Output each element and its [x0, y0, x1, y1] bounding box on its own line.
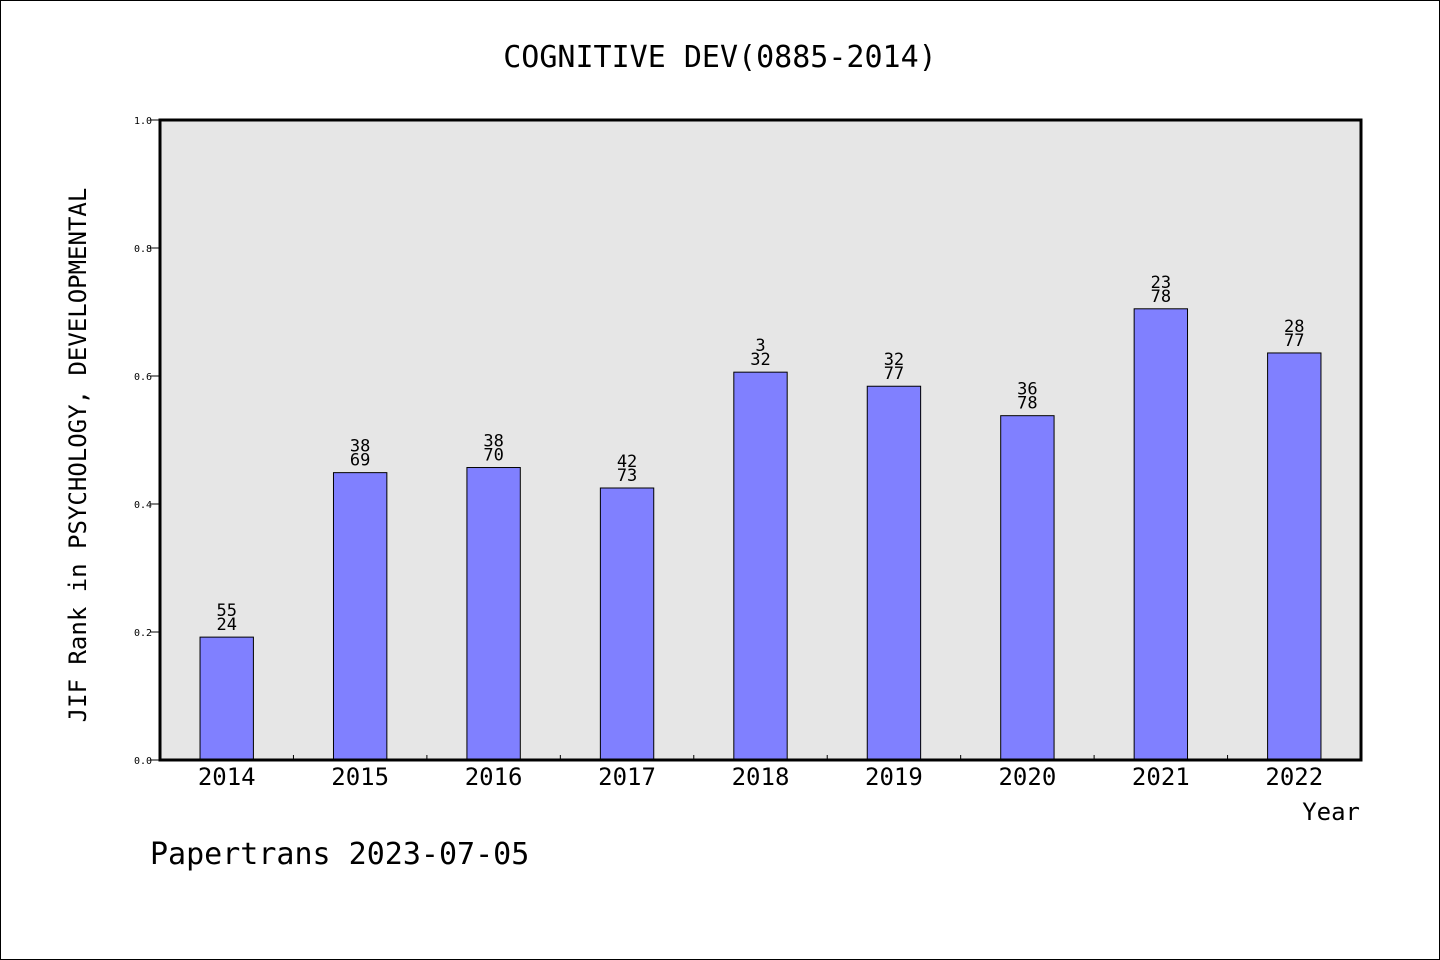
bar-label-total: 70	[483, 446, 503, 466]
bar-label-total: 73	[617, 466, 637, 486]
y-axis-label: JIF Rank in PSYCHOLOGY, DEVELOPMENTAL	[64, 188, 92, 723]
plot-border	[158, 118, 1363, 762]
bar-label-rank: 55	[216, 601, 236, 621]
x-tick-label: 2015	[331, 763, 389, 791]
y-tick-label: 0.6	[134, 372, 152, 383]
chart-title: COGNITIVE DEV(0885-2014)	[503, 40, 936, 75]
x-tick-label: 2016	[465, 763, 523, 791]
bar-label-rank: 38	[350, 437, 370, 457]
bar-label-total: 32	[750, 350, 770, 370]
y-tick-label: 0.4	[134, 500, 152, 511]
bar-label-total: 24	[216, 615, 236, 635]
bar-2016	[466, 467, 521, 761]
bar-label-total: 69	[350, 451, 370, 471]
x-tick-label: 2020	[998, 763, 1056, 791]
bar-label-total: 78	[1151, 287, 1171, 307]
y-tick-label: 0.0	[134, 756, 152, 767]
bar-label-rank: 3	[755, 336, 765, 356]
y-tick-label: 0.2	[134, 628, 152, 639]
bar-2019	[866, 385, 922, 761]
x-axis: 2014 2015 2016 2017 2018 2019 2020 2021 2022	[198, 755, 1323, 791]
bar-label-total: 77	[884, 364, 904, 384]
y-axis: 0.0 0.2 0.4 0.6 0.8 1.0	[134, 116, 160, 767]
footer-text: Papertrans 2023-07-05	[150, 837, 529, 872]
y-tick-label: 0.8	[134, 244, 152, 255]
bar-2017	[599, 487, 655, 761]
bar-label-rank: 28	[1284, 317, 1304, 337]
y-tick-label: 1.0	[134, 116, 152, 127]
bar-2021	[1133, 308, 1189, 761]
bar-label-rank: 42	[617, 452, 637, 472]
x-tick-label: 2014	[198, 763, 256, 791]
bar-2015	[332, 472, 388, 761]
x-tick-label: 2018	[732, 763, 790, 791]
bar-label-rank: 23	[1151, 273, 1171, 293]
bar-2022	[1267, 352, 1322, 761]
bar-label-rank: 38	[483, 432, 503, 452]
bar-2018	[733, 371, 788, 761]
x-axis-label: Year	[1302, 798, 1360, 826]
x-tick-label: 2017	[598, 763, 656, 791]
bar-label-total: 77	[1284, 331, 1304, 351]
x-tick-label: 2021	[1132, 763, 1190, 791]
bar-label-total: 78	[1017, 394, 1037, 414]
bar-label-rank: 36	[1017, 380, 1037, 400]
bar-2014	[199, 636, 254, 761]
x-tick-label: 2019	[865, 763, 923, 791]
bar-label-rank: 32	[884, 350, 904, 370]
bar-2020	[1000, 415, 1055, 761]
x-tick-label: 2022	[1265, 763, 1323, 791]
